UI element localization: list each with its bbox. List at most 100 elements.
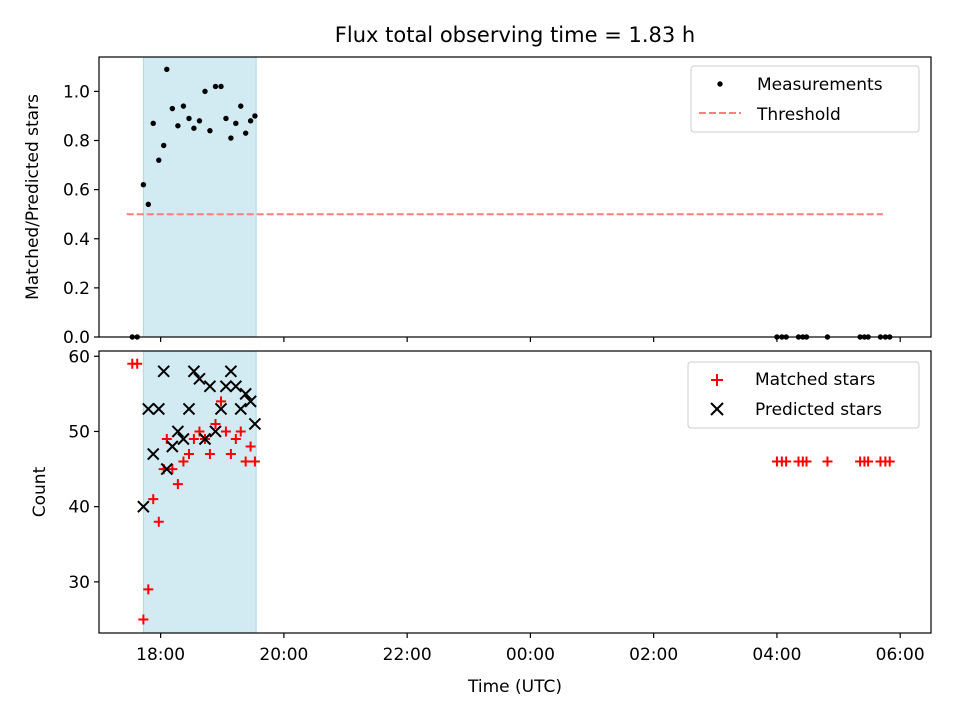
predicted-stars-point [157,365,170,378]
y-tick-label: 1.0 [63,82,90,102]
measurements-point [150,120,156,127]
matched-stars-point [172,479,183,490]
y-tick-label: 0.8 [63,132,90,152]
measurements-point [156,157,162,163]
measurements-point [207,127,213,134]
matched-stars-point [225,449,236,460]
measurements-point [164,66,170,72]
predicted-stars-point [248,417,262,431]
measurements-point [196,118,203,124]
legend-predicted-label: Predicted stars [755,400,882,420]
measurements-point [140,182,147,188]
x-tick-label: 00:00 [506,645,555,665]
predicted-stars-point [244,395,257,408]
top-legend: Measurements Threshold [690,65,920,133]
y-tick-label: 0.6 [63,181,90,201]
matched-stars-point [143,584,154,595]
predicted-stars-point [142,402,155,416]
legend-measurements-label: Measurements [757,75,883,95]
measurements-point [175,123,181,129]
top-y-axis-label: Matched/Predicted stars [23,94,43,300]
predicted-stars-point [187,365,201,378]
predicted-stars-point [182,402,196,416]
predicted-stars-point [234,402,247,416]
legend-measurements-marker [717,81,723,87]
predicted-stars-point [214,402,228,416]
matched-stars-point [138,614,149,625]
legend-threshold-label: Threshold [756,105,841,125]
predicted-stars-point [152,402,165,416]
measurements-point [233,120,239,127]
bottom-legend: Matched stars Predicted stars [687,361,920,429]
measurements-point [223,115,229,122]
matched-stars-point [240,456,251,467]
matched-stars-point [167,464,178,475]
x-tick-label: 18:00 [136,645,185,665]
matched-stars-point [183,449,194,460]
matched-stars-point [230,433,241,444]
matched-stars-point [188,433,199,444]
matched-stars-point [863,456,874,467]
y-tick-label: 0.2 [63,279,90,299]
matched-stars-point [153,516,164,527]
matched-stars-point [178,456,189,467]
measurements-point [212,83,219,90]
predicted-stars-point [177,432,190,446]
top-panel: 0.0 0.2 0.4 0.6 0.8 1.0 Matched/Predicted sta… [23,56,932,348]
predicted-stars-point [198,432,212,446]
observing-window-span [142,350,257,634]
measurements-point [247,118,254,124]
predicted-stars-point [166,440,179,453]
predicted-stars-point [229,380,243,393]
matched-stars-point [210,418,221,429]
matched-stars-point [801,456,812,467]
matched-stars-point [235,426,246,437]
measurements-point [161,142,167,149]
x-tick-label: 04:00 [752,645,801,665]
predicted-stars-point [160,462,174,476]
measurements-point [202,88,208,95]
measurements-point [186,115,192,122]
predicted-stars-point [171,425,185,438]
predicted-stars-point [224,365,238,378]
measurements-point [180,103,187,109]
measurements-point [145,201,152,208]
measurements-point [218,83,224,90]
observing-window-span [142,56,257,338]
matched-stars-point [245,441,256,452]
bottom-axes-frame [98,350,932,634]
x-tick-label: 06:00 [876,645,925,665]
legend-predicted-marker [710,402,724,416]
predicted-stars-point [137,500,150,513]
x-tick-label: 02:00 [629,645,678,665]
matched-stars-point [249,456,260,467]
measurements-point [228,135,234,141]
y-tick-label: 0.4 [63,230,90,250]
y-tick-label: 60 [68,347,90,367]
chart-title: Flux total observing time = 1.83 h [335,23,695,47]
top-axes-frame [98,56,932,338]
measurements-point [238,103,244,109]
measurements-point [169,105,176,112]
x-tick-label: 22:00 [383,645,432,665]
bottom-y-axis-label: Count [30,466,50,517]
y-tick-label: 40 [68,498,90,518]
y-tick-label: 0.0 [63,328,90,348]
measurements-point [242,130,249,136]
predicted-stars-point [193,372,206,386]
matched-stars-point [884,456,895,467]
x-tick-label: 20:00 [259,645,308,665]
bottom-panel: 30 40 50 60 18:00 20:00 22:00 00:00 02:00 04:00 0… [30,347,932,665]
matched-stars-point [781,456,792,467]
predicted-stars-point [209,425,222,438]
legend-matched-marker [711,374,723,386]
matched-stars-point [216,396,227,407]
matched-stars-point [132,358,143,369]
matched-stars-point [204,449,215,460]
x-axis-label: Time (UTC) [467,677,562,697]
y-tick-label: 50 [68,422,90,442]
legend-matched-label: Matched stars [755,370,875,390]
predicted-stars-point [219,380,233,393]
matched-stars-point [148,494,159,505]
